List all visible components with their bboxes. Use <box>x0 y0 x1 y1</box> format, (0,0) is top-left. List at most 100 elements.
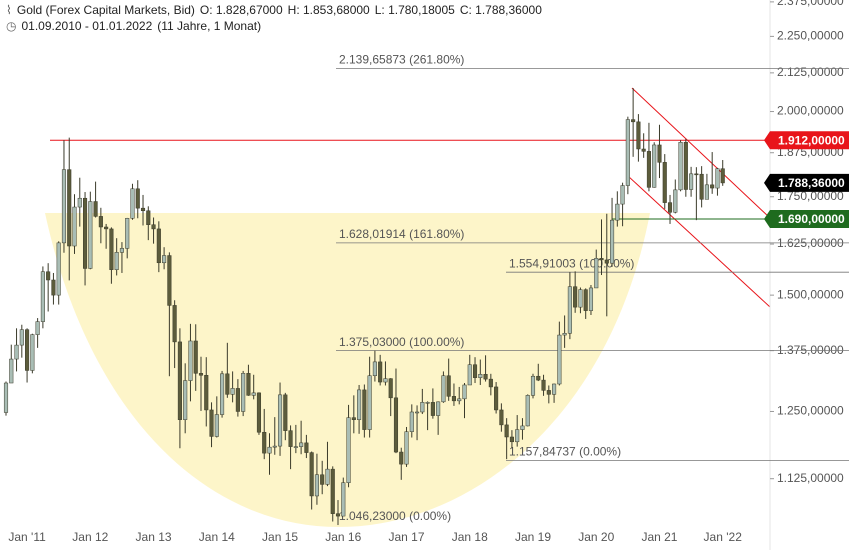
candle-body <box>425 402 430 404</box>
candle-body <box>720 168 725 184</box>
candle-body <box>93 201 98 217</box>
candle-body <box>631 119 636 123</box>
fib-label: 1.628,01914 (161.80%) <box>339 227 464 241</box>
candle-body <box>652 144 657 188</box>
candle-body <box>56 242 61 296</box>
candle-body <box>478 374 483 378</box>
candle-body <box>467 364 472 386</box>
candle-body <box>462 384 467 400</box>
candle-body <box>272 445 277 448</box>
candle-body <box>283 394 288 431</box>
candle-body <box>636 121 641 150</box>
candle-body <box>436 401 441 416</box>
x-tick-label: Jan 17 <box>389 530 425 544</box>
ohlc-low: L: 1.780,18005 <box>374 3 455 17</box>
candle-body <box>588 287 594 311</box>
candle-body <box>277 394 283 447</box>
candle-body <box>357 389 362 420</box>
candle-body <box>172 305 177 343</box>
y-tick-label: 1.500,00000 <box>777 287 844 301</box>
candle-body <box>625 119 630 186</box>
price-tag-label: 1.788,36000 <box>778 176 845 190</box>
y-tick-label: 2.375,00000 <box>777 0 844 8</box>
y-tick-label: 1.250,00000 <box>777 404 844 418</box>
candle-body <box>267 446 272 454</box>
candle-body <box>393 397 399 453</box>
candle-body <box>509 436 514 443</box>
x-tick-label: Jan '22 <box>704 530 743 544</box>
candle-body <box>562 333 567 336</box>
candle-body <box>140 207 146 212</box>
candle-body <box>415 411 420 414</box>
candle-body <box>541 379 546 391</box>
x-tick-label: Jan 13 <box>136 530 172 544</box>
y-tick-label: 1.750,00000 <box>777 189 844 203</box>
candle-body <box>699 173 704 200</box>
y-tick-label: 1.125,00000 <box>777 471 844 485</box>
x-tick-label: Jan 14 <box>199 530 235 544</box>
candle-body <box>204 375 209 411</box>
x-tick-label: Jan 19 <box>515 530 551 544</box>
candle-body <box>130 188 135 219</box>
y-tick-label: 2.250,00000 <box>777 29 844 43</box>
y-tick-label: 2.000,00000 <box>777 104 844 118</box>
candle-body <box>19 329 24 346</box>
candle-body <box>193 340 198 374</box>
ohlc-open: O: 1.828,67000 <box>199 3 283 17</box>
candle-body <box>557 334 562 385</box>
candle-body <box>114 252 119 270</box>
candle-body <box>378 361 383 383</box>
candle-body <box>293 446 298 448</box>
candle-body <box>399 451 404 465</box>
candle-body <box>146 210 151 225</box>
candle-body <box>404 431 409 465</box>
candle-body <box>67 169 72 247</box>
candle-body <box>98 216 103 228</box>
candle-body <box>610 219 615 264</box>
price-tag <box>764 173 849 192</box>
candle-body <box>125 218 130 249</box>
fib-label: 1.375,03000 (100.00%) <box>339 335 464 349</box>
candle-body <box>552 383 557 395</box>
candle-body <box>683 142 688 190</box>
duration: (11 Jahre, 1 Monat) <box>157 19 262 33</box>
candle-body <box>151 224 156 230</box>
candle-body <box>530 375 536 396</box>
chart-icon: ⌇ <box>6 3 12 17</box>
x-tick-label: Jan 20 <box>578 530 614 544</box>
candle-body <box>488 378 493 388</box>
candle-body <box>441 375 446 403</box>
candle-body <box>325 468 330 485</box>
candle-body <box>177 341 182 420</box>
channel-line <box>627 175 771 308</box>
candle-body <box>583 289 588 311</box>
candle-body <box>209 409 214 437</box>
candle-body <box>304 442 309 453</box>
chart-title: Gold (Forex Capital Markets, Bid) <box>16 3 195 17</box>
candle-body <box>220 373 225 415</box>
candle-body <box>689 173 694 190</box>
candle-body <box>3 382 9 413</box>
candle-body <box>536 375 541 381</box>
candle-body <box>520 425 525 430</box>
candle-body <box>472 364 478 378</box>
candle-body <box>119 248 124 253</box>
candle-body <box>367 375 372 430</box>
fib-label: 1.157,84737 (0.00%) <box>509 445 621 459</box>
candle-body <box>662 162 667 203</box>
candle-body <box>372 361 377 376</box>
candle-body <box>14 344 19 360</box>
candle-body <box>499 409 504 426</box>
candle-body <box>83 197 88 269</box>
candle-body <box>599 258 604 261</box>
y-tick-label: 1.375,00000 <box>777 343 844 357</box>
candle-body <box>525 395 530 427</box>
candle-body <box>162 255 167 264</box>
x-tick-label: Jan 12 <box>72 530 108 544</box>
candle-body <box>246 373 251 396</box>
ohlc-high: H: 1.853,68000 <box>287 3 370 17</box>
candle-body <box>604 259 609 264</box>
price-tag <box>764 210 849 229</box>
candle-body <box>594 258 599 289</box>
